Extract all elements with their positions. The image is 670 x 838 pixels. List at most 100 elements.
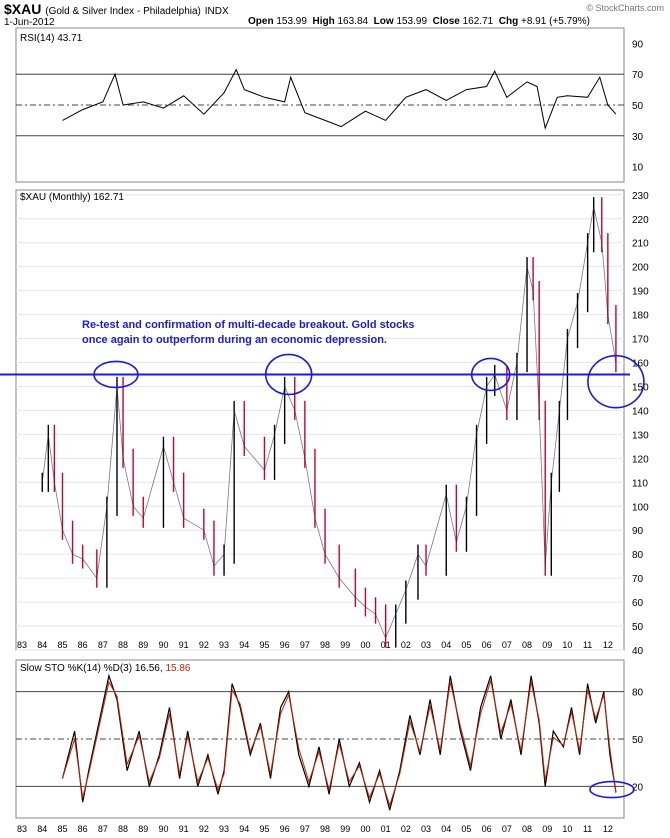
sto-k-line xyxy=(61,673,617,811)
sto-x-tick-11: 11 xyxy=(583,824,592,834)
rsi-y-tick-50: 50 xyxy=(632,101,644,112)
sto-title: Slow STO %K(14) %D(3) 16.56, 15.86 xyxy=(20,663,191,674)
sto-x-tick-87: 87 xyxy=(98,824,108,834)
price-x-tick-12: 12 xyxy=(603,640,613,650)
low-value: 153.99 xyxy=(396,16,428,27)
sto-x-tick-12: 12 xyxy=(603,824,613,834)
chg-label: Chg xyxy=(498,16,519,27)
price-x-tick-93: 93 xyxy=(219,640,229,650)
price-y-tick-80: 80 xyxy=(632,550,644,561)
price-x-tick-85: 85 xyxy=(57,640,67,650)
price-y-tick-190: 190 xyxy=(632,287,649,298)
open-value: 153.99 xyxy=(276,16,307,27)
sto-x-tick-93: 93 xyxy=(219,824,229,834)
price-y-tick-160: 160 xyxy=(632,359,649,370)
price-x-tick-91: 91 xyxy=(179,640,189,650)
sto-x-tick-06: 06 xyxy=(482,824,492,834)
price-y-tick-110: 110 xyxy=(632,478,648,489)
price-x-tick-88: 88 xyxy=(118,640,128,650)
sto-x-tick-99: 99 xyxy=(340,824,350,834)
sto-x-tick-92: 92 xyxy=(199,824,209,834)
chart-symbol: $XAU (Gold & Silver Index - Philadelphia… xyxy=(4,1,229,17)
annotation-line-2: once again to outperform during an econo… xyxy=(82,334,387,346)
sto-x-tick-85: 85 xyxy=(57,824,67,834)
price-x-tick-10: 10 xyxy=(562,640,572,650)
circle-sto-2012 xyxy=(589,780,635,799)
circle-1996 xyxy=(264,353,313,396)
price-y-tick-90: 90 xyxy=(632,526,644,537)
sto-y-tick-50: 50 xyxy=(632,735,644,746)
sto-y-tick-20: 20 xyxy=(632,782,644,793)
sto-x-tick-86: 86 xyxy=(78,824,88,834)
price-x-tick-90: 90 xyxy=(158,640,168,650)
sto-x-tick-00: 00 xyxy=(360,824,370,834)
symbol-text: $XAU xyxy=(4,1,42,17)
high-value: 163.84 xyxy=(337,16,369,27)
sto-x-tick-83: 83 xyxy=(17,824,27,834)
sto-x-tick-04: 04 xyxy=(441,824,451,834)
circle-1987 xyxy=(93,360,139,389)
price-title: $XAU (Monthly) 162.71 xyxy=(20,192,124,203)
sto-x-tick-07: 07 xyxy=(502,824,512,834)
price-y-tick-130: 130 xyxy=(632,430,649,441)
price-x-tick-96: 96 xyxy=(280,640,290,650)
low-label: Low xyxy=(373,16,394,27)
price-y-tick-100: 100 xyxy=(632,502,649,513)
price-x-tick-08: 08 xyxy=(522,640,532,650)
price-y-tick-220: 220 xyxy=(632,215,649,226)
price-y-tick-170: 170 xyxy=(632,335,649,346)
sto-x-tick-90: 90 xyxy=(158,824,168,834)
sto-title-value: 15.86 xyxy=(165,663,190,674)
sto-x-tick-97: 97 xyxy=(300,824,310,834)
price-x-tick-11: 11 xyxy=(583,640,592,650)
price-x-tick-87: 87 xyxy=(98,640,108,650)
price-x-tick-89: 89 xyxy=(138,640,148,650)
price-y-tick-40: 40 xyxy=(632,646,644,657)
symbol-description: (Gold & Silver Index - Philadelphia) xyxy=(45,6,201,17)
sto-d-line xyxy=(62,680,617,808)
chg-value: +8.91 (+5.79%) xyxy=(521,16,590,27)
rsi-title: RSI(14) 43.71 xyxy=(20,33,83,44)
price-x-tick-86: 86 xyxy=(78,640,88,650)
circle-2012 xyxy=(587,354,645,409)
symbol-exchange: INDX xyxy=(204,6,229,17)
price-x-tick-05: 05 xyxy=(461,640,471,650)
rsi-line xyxy=(62,68,617,130)
price-y-tick-200: 200 xyxy=(632,263,649,274)
price-y-tick-50: 50 xyxy=(632,622,644,633)
price-y-tick-140: 140 xyxy=(632,406,649,417)
sto-x-tick-01: 01 xyxy=(381,824,391,834)
sto-x-tick-10: 10 xyxy=(562,824,572,834)
price-x-tick-04: 04 xyxy=(441,640,451,650)
price-x-tick-00: 00 xyxy=(360,640,370,650)
price-x-tick-02: 02 xyxy=(401,640,411,650)
price-y-tick-150: 150 xyxy=(632,382,649,393)
price-x-tick-84: 84 xyxy=(37,640,47,650)
price-x-tick-01: 01 xyxy=(381,640,391,650)
sto-x-tick-05: 05 xyxy=(461,824,471,834)
sto-x-tick-89: 89 xyxy=(138,824,148,834)
sto-x-tick-84: 84 xyxy=(37,824,47,834)
price-trace xyxy=(41,206,617,640)
price-x-tick-98: 98 xyxy=(320,640,330,650)
price-x-tick-97: 97 xyxy=(300,640,310,650)
rsi-y-tick-90: 90 xyxy=(632,39,644,50)
sto-x-tick-91: 91 xyxy=(179,824,189,834)
close-value: 162.71 xyxy=(462,16,494,27)
stockcharts-credit: © StockCharts.com xyxy=(586,3,664,13)
price-y-tick-180: 180 xyxy=(632,311,649,322)
price-y-tick-70: 70 xyxy=(632,574,644,585)
price-x-tick-03: 03 xyxy=(421,640,431,650)
price-x-tick-07: 07 xyxy=(502,640,512,650)
chart-date: 1-Jun-2012 xyxy=(4,17,55,28)
open-label: Open xyxy=(248,16,274,27)
ohlc-readout: Open 153.99 High 163.84 Low 153.99 Close… xyxy=(248,16,590,27)
close-label: Close xyxy=(432,16,460,27)
price-y-tick-230: 230 xyxy=(632,191,649,202)
price-x-tick-09: 09 xyxy=(542,640,552,650)
sto-x-tick-09: 09 xyxy=(542,824,552,834)
price-x-tick-94: 94 xyxy=(239,640,249,650)
price-x-tick-92: 92 xyxy=(199,640,209,650)
price-y-tick-60: 60 xyxy=(632,598,644,609)
